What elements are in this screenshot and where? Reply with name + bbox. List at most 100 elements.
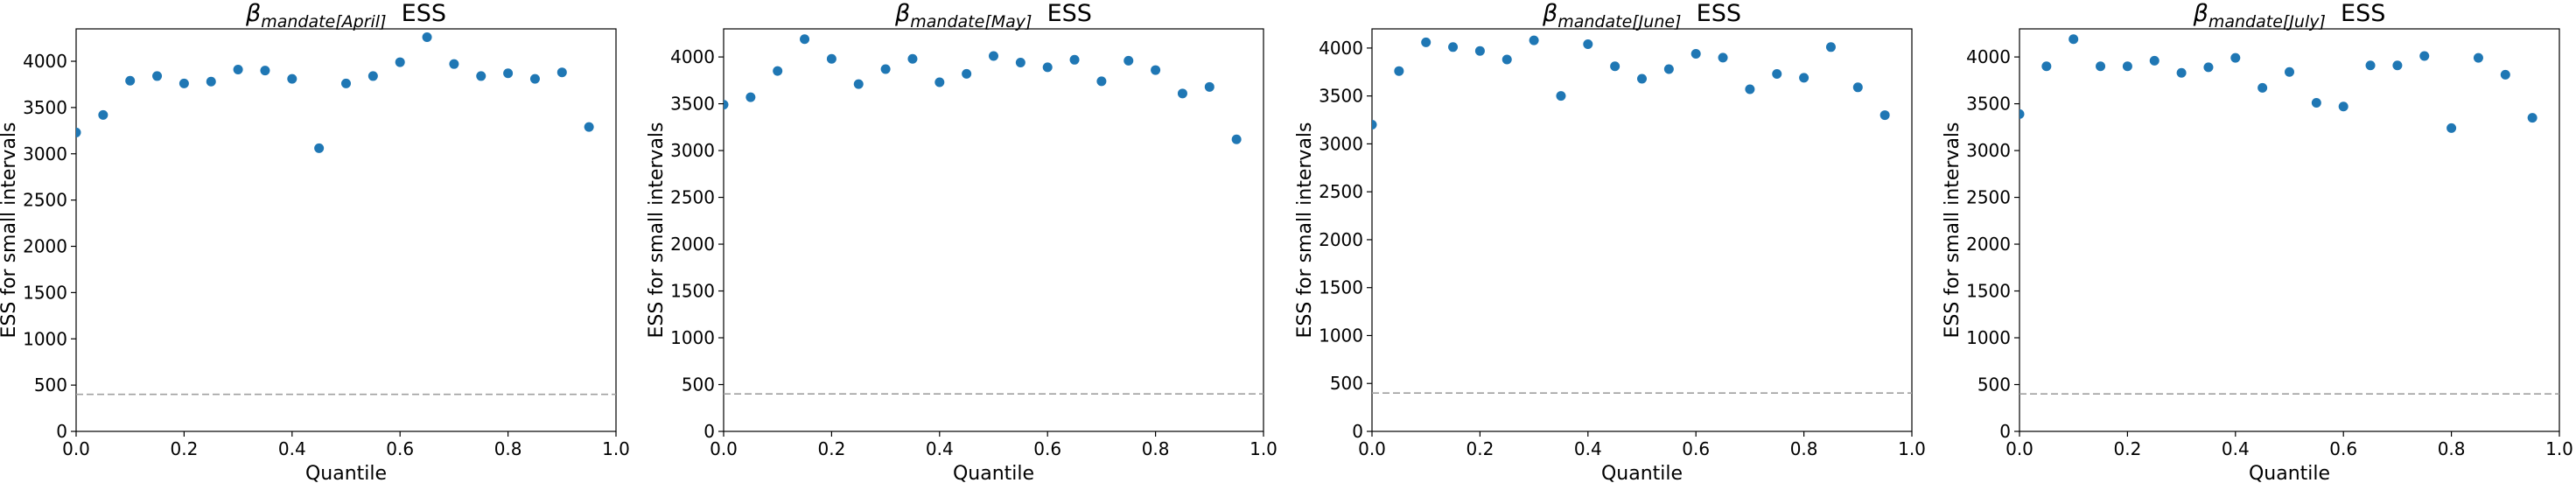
data-point [368,71,378,81]
data-point [2365,60,2376,71]
y-tick-label: 0 [704,421,715,442]
x-tick-label: 0.0 [2006,438,2034,459]
data-point [422,32,432,43]
data-point [395,57,405,67]
data-point [1690,48,1701,59]
y-tick-label: 1500 [1319,277,1363,298]
data-point [800,34,810,45]
data-point [503,68,514,79]
y-tick-label: 4000 [670,46,715,67]
data-point [853,79,864,89]
y-tick-label: 1500 [670,281,715,302]
data-point [1394,66,1404,76]
y-tick-label: 2000 [1319,229,1363,250]
y-tick-label: 1000 [1966,327,2011,348]
y-tick-label: 3000 [23,144,67,164]
data-point [2392,60,2403,71]
y-axis-label: ESS for small intervals [1942,122,1964,339]
chart-title: βmandate[May] ESS [894,0,1092,32]
data-point [989,51,998,61]
y-tick-label: 4000 [23,51,67,72]
chart-title: βmandate[April] ESS [245,0,446,32]
data-point [125,75,136,86]
y-tick-label: 1500 [23,282,67,303]
y-tick-label: 2500 [23,190,67,211]
data-point [1880,110,1890,121]
data-point [2122,61,2132,72]
x-axis-label: Quantile [953,463,1034,483]
x-axis-label: Quantile [2249,463,2330,483]
y-tick-label: 3000 [1966,140,2011,161]
data-points [724,34,1242,144]
data-point [76,127,81,137]
data-point [1502,54,1512,65]
y-axis-label: ESS for small intervals [646,122,668,339]
data-point [2285,66,2294,77]
x-axis-label: Quantile [305,463,387,483]
data-point [2041,61,2052,72]
data-point [2020,108,2025,119]
y-tick-label: 2500 [670,187,715,208]
data-point [1610,61,1620,72]
data-point [2203,62,2214,73]
data-point [2096,61,2106,72]
x-tick-label: 0.6 [2329,438,2357,459]
data-point [2338,102,2348,112]
data-point [773,66,783,76]
data-point [2258,82,2268,93]
data-point [1637,74,1647,84]
data-point [2149,55,2160,66]
data-point [1204,81,1214,92]
data-point [1799,73,1810,83]
x-tick-label: 0.8 [1142,438,1170,459]
data-point [233,65,243,75]
data-point [314,143,325,153]
x-tick-label: 0.0 [62,438,90,459]
data-point [934,77,945,88]
chart-title: βmandate[June] ESS [1542,0,1741,32]
x-tick-label: 0.4 [2222,438,2250,459]
x-tick-label: 0.8 [1790,438,1818,459]
plot-frame [723,28,1264,432]
x-tick-label: 0.6 [1682,438,1710,459]
data-points [2020,34,2538,133]
data-point [962,68,972,79]
data-point [1096,76,1107,87]
data-point [98,109,108,120]
data-point [1556,91,1566,102]
data-point [584,122,594,132]
y-axis-label: ESS for small intervals [0,122,20,339]
y-tick-label: 2000 [23,236,67,257]
data-point [341,78,351,88]
data-point [2446,122,2457,133]
data-point [1042,62,1053,73]
data-points [76,32,594,153]
x-tick-label: 0.0 [710,438,738,459]
data-point [1718,52,1728,63]
y-tick-label: 1000 [670,327,715,348]
x-axis-label: Quantile [1601,463,1683,483]
data-point [826,53,836,64]
plot-frame [2019,28,2560,432]
data-point [1852,82,1863,93]
data-point [1151,65,1161,75]
x-tick-label: 1.0 [2545,438,2573,459]
data-point [1421,37,1432,47]
y-tick-label: 1000 [1319,325,1363,346]
y-tick-label: 3000 [1319,133,1363,154]
x-tick-label: 0.6 [386,438,414,459]
data-point [2527,113,2538,123]
x-tick-label: 0.2 [1466,438,1494,459]
x-tick-label: 0.4 [926,438,954,459]
plot-frame [1371,28,1913,432]
subplot-1: 0.0 0.2 0.4 0.6 0.8 1.0 0 500 1000 1500 2000 2500 30… [0,0,630,483]
x-tick-label: 1.0 [1250,438,1278,459]
data-point [1529,35,1539,46]
data-point [529,74,540,84]
data-point [1177,88,1187,99]
y-tick-label: 3500 [23,97,67,118]
data-point [476,71,486,81]
x-tick-label: 0.0 [1358,438,1386,459]
y-tick-label: 0 [1352,421,1363,442]
